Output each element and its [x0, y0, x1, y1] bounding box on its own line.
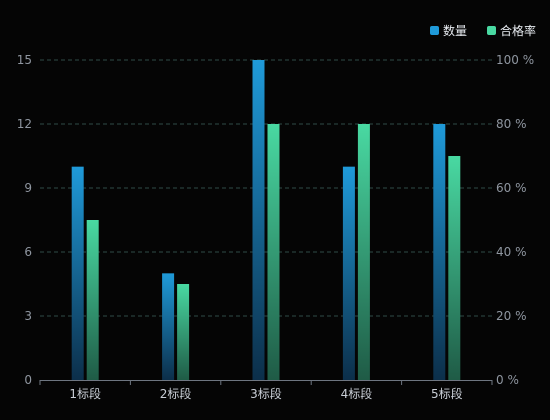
left-axis-tick-label: 3	[24, 309, 32, 323]
legend: 数量 合格率	[430, 23, 536, 38]
bar-pass-rate[interactable]	[177, 284, 190, 380]
left-axis-tick-label: 0	[24, 373, 32, 387]
right-axis-tick-label: 0 %	[496, 373, 519, 387]
bar-pass-rate[interactable]	[267, 124, 280, 380]
right-axis-tick-label: 80 %	[496, 117, 527, 131]
left-axis: 0 3 6 9 12 15	[17, 53, 32, 387]
right-axis: 0 % 20 % 40 % 60 % 80 % 100 %	[496, 53, 534, 387]
x-axis-category-label: 4标段	[341, 386, 373, 401]
legend-label[interactable]: 数量	[443, 23, 467, 38]
x-axis-category-label: 3标段	[250, 386, 282, 401]
bar-count[interactable]	[71, 166, 84, 380]
left-axis-tick-label: 12	[17, 117, 32, 131]
bar-pass-rate[interactable]	[357, 124, 370, 380]
legend-swatch[interactable]	[430, 26, 439, 35]
bars	[71, 60, 461, 380]
right-axis-tick-label: 40 %	[496, 245, 527, 259]
bar-count[interactable]	[433, 124, 446, 380]
bar-count[interactable]	[342, 166, 355, 380]
x-axis-category-label: 2标段	[160, 386, 192, 401]
x-axis-category-label: 5标段	[431, 386, 463, 401]
grid-lines	[40, 59, 492, 317]
right-axis-tick-label: 100 %	[496, 53, 534, 67]
left-axis-tick-label: 9	[24, 181, 32, 195]
bar-count[interactable]	[162, 273, 175, 380]
right-axis-tick-label: 60 %	[496, 181, 527, 195]
x-axis-category-label: 1标段	[69, 386, 101, 401]
legend-label[interactable]: 合格率	[500, 23, 536, 38]
legend-swatch[interactable]	[487, 26, 496, 35]
x-axis: 1标段 2标段 3标段 4标段 5标段	[39, 380, 493, 401]
right-axis-tick-label: 20 %	[496, 309, 527, 323]
left-axis-tick-label: 15	[17, 53, 32, 67]
bar-count[interactable]	[252, 60, 265, 380]
bar-pass-rate[interactable]	[448, 156, 461, 380]
left-axis-tick-label: 6	[24, 245, 32, 259]
bar-pass-rate[interactable]	[86, 220, 99, 380]
